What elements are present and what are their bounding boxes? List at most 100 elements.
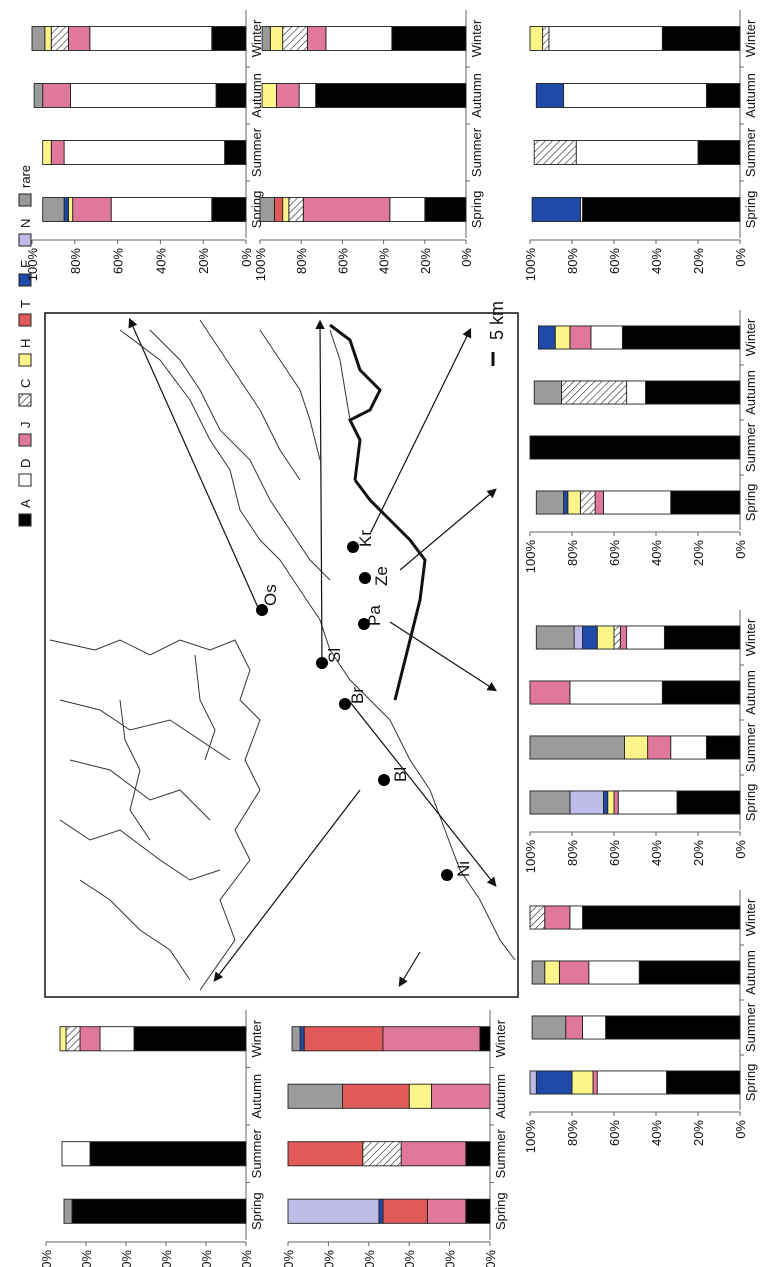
value-tick-label: 60% [607, 1120, 622, 1146]
bar-segment-d [569, 680, 663, 705]
arrow-sl [315, 319, 325, 665]
site-marker-kr [347, 541, 359, 553]
bar-segment-a [211, 197, 247, 222]
legend-swatch-c [18, 393, 32, 407]
bar-segment-t [287, 1141, 364, 1167]
value-tick-label: 60% [362, 1250, 377, 1267]
bar-segment-f [535, 1070, 573, 1095]
bar-segment-n [529, 1070, 537, 1095]
bar-segment-a [645, 380, 741, 405]
value-tick-label: 40% [649, 1120, 664, 1146]
category-label-spring: Spring [743, 191, 758, 229]
bar-segment-a [663, 625, 741, 650]
bar-segment-d [575, 140, 699, 165]
value-tick-label: 60% [607, 540, 622, 566]
arrow-pa [389, 621, 498, 692]
bar-segment-t [273, 197, 284, 222]
value-tick-label: 40% [159, 1250, 174, 1267]
bar-segment-j [558, 960, 590, 985]
bar-segment-a [621, 325, 741, 350]
bar-segment-h [624, 735, 649, 760]
bar-segment-j [67, 26, 91, 51]
category-label-autumn: Autumn [743, 950, 758, 995]
bar-segment-c [561, 380, 628, 405]
chart-2: 0% 20% 40% 60% 80% 100% Spring Summer Autumn Wint… [253, 10, 484, 281]
bar-segment-d [298, 83, 317, 108]
bar-segment-f [603, 790, 609, 815]
value-tick-label: 20% [691, 540, 706, 566]
bar-segment-j [565, 1015, 583, 1040]
bar-segment-c [533, 140, 577, 165]
bar-segment-h [571, 1070, 594, 1095]
bar-segment-d [563, 83, 707, 108]
arrow-ni [398, 951, 421, 988]
bar-segment-a [211, 26, 247, 51]
bar-segment-a [529, 435, 741, 460]
legend-swatch-n [18, 233, 32, 247]
category-label-spring: Spring [469, 191, 484, 229]
category-label-winter: Winter [743, 618, 758, 656]
bar-segment-d [588, 960, 640, 985]
bar-segment-a [315, 83, 467, 108]
bar-segment-a [676, 790, 741, 815]
bar-segment-a [89, 1141, 247, 1167]
chart-5: 0% 20% 40% 60% 80% 100% Spring Summer Autumn Wint… [523, 610, 758, 873]
legend-swatch-d [18, 473, 32, 487]
bar-segment-f [535, 83, 565, 108]
bar-segment-rare [529, 735, 625, 760]
value-tick-label: 20% [443, 1250, 458, 1267]
value-tick-label: 100% [281, 1250, 296, 1267]
bar-segment-a [705, 735, 741, 760]
value-tick-label: 60% [335, 248, 350, 274]
arrow-ze [399, 488, 497, 571]
bar-segment-d [596, 1070, 667, 1095]
bar-segment-c [529, 905, 546, 930]
bar-segment-a [705, 83, 741, 108]
bar-segment-j [426, 1198, 467, 1224]
value-tick-label: 20% [418, 248, 433, 274]
bar-segment-d [626, 625, 665, 650]
legend-swatch-rare [18, 193, 32, 207]
bar-segment-a [638, 960, 741, 985]
site-marker-br [339, 698, 351, 710]
bar-segment-a [697, 140, 741, 165]
legend-label-rare: rare [18, 165, 33, 188]
bar-segment-j [430, 1083, 491, 1109]
map-panel: Os Sl Br Pa Ze Kr Bl Ni 5 km [44, 301, 519, 998]
bar-segment-rare [261, 26, 271, 51]
value-tick-label: 0% [239, 1250, 254, 1267]
bar-segment-f [537, 325, 556, 350]
bar-segment-t [382, 1198, 428, 1224]
inset-map [49, 639, 261, 991]
value-tick-label: 100% [523, 540, 538, 574]
legend-swatch-j [18, 433, 32, 447]
arrows [128, 317, 498, 988]
bar-segment-rare [533, 380, 562, 405]
bar-segment-h [59, 1026, 67, 1052]
bar-segment-j [647, 735, 672, 760]
site-label-pa: Pa [365, 605, 384, 626]
bar-segment-j [594, 490, 604, 515]
category-label-autumn: Autumn [743, 73, 758, 118]
bar-segment-h [529, 26, 544, 51]
category-label-summer: Summer [249, 127, 264, 177]
bar-segment-a [670, 490, 741, 515]
bar-segment-f [582, 625, 598, 650]
bar-segment-d [99, 1026, 135, 1052]
value-tick-label: 40% [649, 840, 664, 866]
bar-segment-rare [31, 26, 46, 51]
bar-segment-j [276, 83, 300, 108]
bar-segment-d [590, 325, 623, 350]
category-label-summer: Summer [469, 127, 484, 177]
scale-label: 5 km [487, 301, 507, 340]
bar-segment-f [531, 197, 581, 222]
chart-4: 0% 20% 40% 60% 80% 100% Spring Summer Autumn Wint… [523, 310, 758, 573]
site-marker-sl [316, 657, 328, 669]
legend-label-t: T [18, 300, 33, 308]
bar-segment-f [563, 490, 569, 515]
bar-segment-h [554, 325, 571, 350]
bar-segment-h [67, 197, 74, 222]
bar-segment-rare [42, 197, 65, 222]
bar-segment-d [548, 26, 663, 51]
bar-segment-j [72, 197, 112, 222]
